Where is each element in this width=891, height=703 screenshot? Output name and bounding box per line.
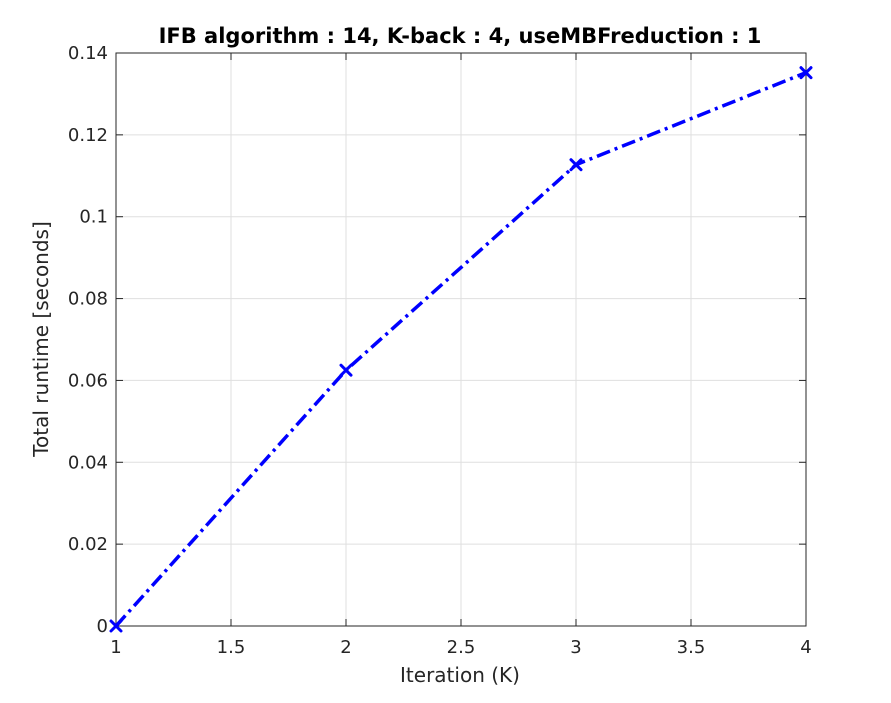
y-tick-label: 0.08 [68, 289, 108, 310]
y-tick-label: 0 [97, 616, 108, 637]
x-tick-label: 3 [570, 637, 581, 658]
y-tick-label: 0.02 [68, 534, 108, 555]
chart-title: IFB algorithm : 14, K-back : 4, useMBFre… [159, 24, 762, 48]
data-point-marker [109, 619, 123, 633]
x-tick-label: 3.5 [677, 637, 706, 658]
x-tick-label: 2 [340, 637, 351, 658]
data-point-marker [569, 158, 583, 172]
series-line [114, 71, 807, 628]
x-tick-label: 1.5 [217, 637, 246, 658]
x-axis-label: Iteration (K) [400, 663, 520, 687]
y-tick-label: 0.06 [68, 370, 108, 391]
x-tick-label: 1 [110, 637, 121, 658]
data-point-marker [799, 66, 813, 80]
plot-area: 1 1.5 2 2.5 3 3.5 4 0 0.02 0.04 0.06 0.08 0.1 0.12 0.1… [68, 43, 813, 658]
y-axis-label: Total runtime [seconds] [29, 221, 53, 458]
y-tick-label: 0.14 [68, 43, 108, 64]
y-tick-label: 0.12 [68, 125, 108, 146]
data-point-marker [339, 363, 353, 377]
x-tick-label: 2.5 [447, 637, 476, 658]
x-tick-label: 4 [800, 637, 811, 658]
y-tick-label: 0.04 [68, 452, 108, 473]
y-tick-label: 0.1 [79, 207, 108, 228]
